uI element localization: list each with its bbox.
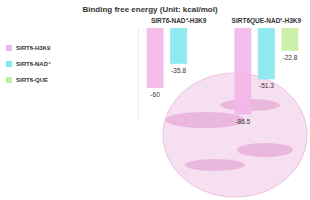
data-label: -60 — [150, 91, 160, 98]
bar — [147, 28, 164, 88]
legend-swatch — [6, 77, 12, 83]
legend-label: SIRT6-QUE — [16, 77, 48, 83]
category-label: SIRT6QUE-NAD⁺-H3K9 — [232, 17, 302, 25]
protein-helix — [237, 143, 293, 157]
legend-swatch — [6, 61, 12, 67]
data-label: -51.3 — [259, 82, 274, 89]
bar — [170, 28, 187, 64]
data-label: -22.8 — [283, 54, 298, 61]
protein-helix — [165, 112, 245, 128]
category-tick: SIRT6QUE-NAD⁺-H3K9 — [232, 17, 302, 26]
protein-helix — [185, 159, 245, 171]
bar — [234, 28, 251, 115]
legend-label: SIRT6-H3K9 — [16, 45, 51, 51]
bar — [281, 28, 298, 51]
bar — [258, 28, 275, 79]
legend-label: SIRT6-NAD⁺ — [16, 61, 51, 67]
x-axis: SIRT6-NAD⁺-H3K9 SIRT6QUE-NAD⁺-H3K9 — [151, 17, 302, 26]
legend-swatch — [6, 45, 12, 51]
category-tick: SIRT6-NAD⁺-H3K9 — [151, 17, 207, 26]
data-labels: -60 -86.5 -35.8 -51.3 -22.8 — [150, 54, 297, 125]
data-label: -35.8 — [171, 67, 186, 74]
data-label: -86.5 — [235, 118, 250, 125]
legend: SIRT6-H3K9 SIRT6-NAD⁺ SIRT6-QUE — [6, 45, 51, 83]
axis-line — [138, 29, 139, 119]
title: Binding free energy (Unit: kcal/mol) — [82, 5, 217, 14]
y-axis — [138, 29, 139, 119]
category-label: SIRT6-NAD⁺-H3K9 — [151, 17, 207, 24]
bars — [147, 28, 299, 115]
